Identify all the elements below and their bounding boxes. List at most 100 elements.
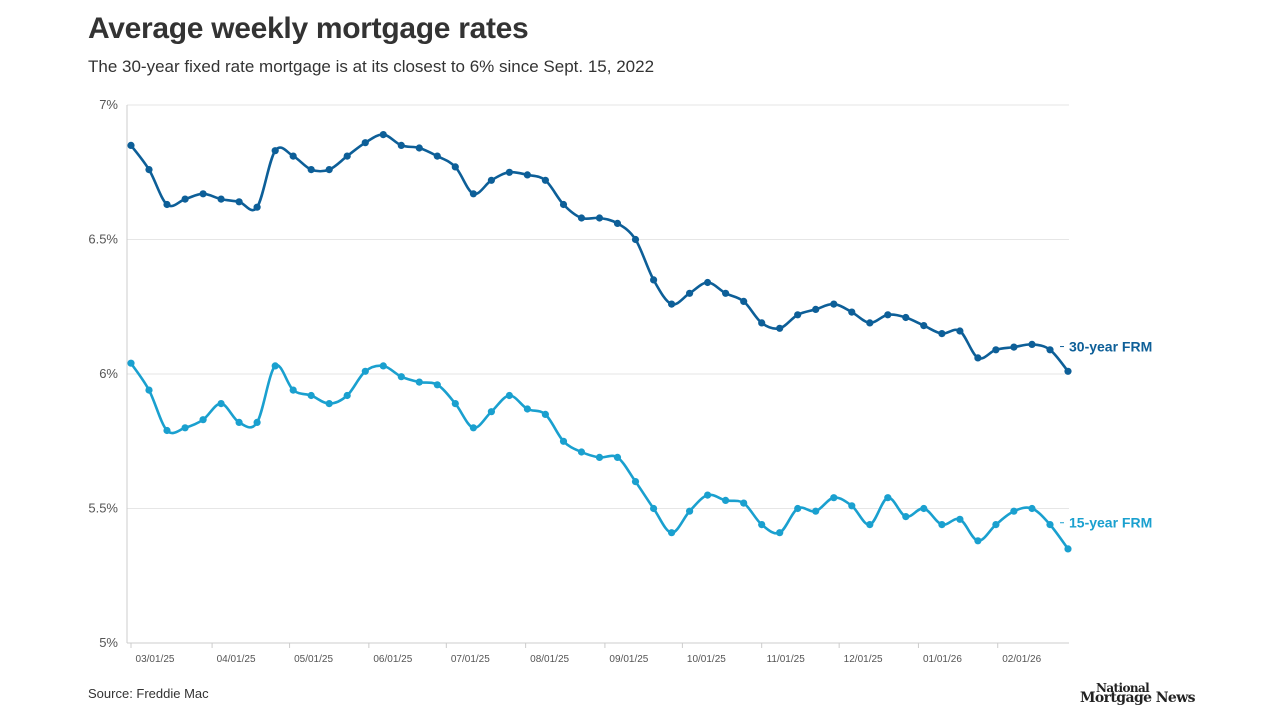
data-point xyxy=(469,190,477,198)
data-point xyxy=(307,166,315,174)
data-point xyxy=(307,391,315,400)
chart-title: Average weekly mortgage rates xyxy=(88,12,529,45)
data-point xyxy=(631,478,640,486)
data-point xyxy=(992,346,1000,354)
data-point xyxy=(163,200,171,209)
data-point xyxy=(487,408,495,416)
data-point xyxy=(595,453,604,461)
data-point xyxy=(938,521,946,529)
data-point xyxy=(127,141,135,149)
data-point xyxy=(830,494,838,502)
data-point xyxy=(686,289,694,297)
series-line xyxy=(129,133,1070,373)
data-point xyxy=(956,327,964,335)
data-point xyxy=(253,203,261,211)
data-point xyxy=(361,367,369,375)
data-point xyxy=(848,308,856,316)
data-point xyxy=(487,176,495,184)
logo-line-2: Mortgage News xyxy=(1080,690,1196,706)
data-point xyxy=(199,416,207,424)
x-axis: 03/01/25 04/01/25 05/01/25 06/01/25 07/01/25… xyxy=(130,643,1042,665)
data-point xyxy=(866,319,874,327)
data-point xyxy=(235,418,243,426)
data-point xyxy=(559,200,568,209)
y-axis: 5% 5.5% 6% 6.5% 7% xyxy=(88,97,128,650)
data-point xyxy=(920,504,928,513)
data-point xyxy=(1064,545,1072,553)
data-point xyxy=(217,400,225,408)
series-lines xyxy=(129,133,1070,550)
line-chart: 5%5.5%6%6.5%7% 03/01/25 04/01/25 05/01/25 0… xyxy=(88,97,1152,665)
x-tick-label: 01/01/26 xyxy=(923,654,962,665)
data-point xyxy=(758,521,766,529)
data-point xyxy=(794,311,802,319)
data-point xyxy=(686,507,694,515)
data-point xyxy=(848,502,856,510)
logo-line-1: National xyxy=(1096,681,1150,695)
data-point xyxy=(740,499,748,507)
data-point xyxy=(505,168,513,176)
data-point xyxy=(613,453,622,461)
series-points xyxy=(127,131,1072,553)
data-point xyxy=(812,305,820,313)
data-point xyxy=(271,362,279,370)
data-point xyxy=(289,152,297,160)
data-point xyxy=(668,300,676,308)
data-point xyxy=(577,448,586,456)
data-point xyxy=(866,521,874,529)
data-point xyxy=(577,214,586,222)
data-point xyxy=(127,359,135,367)
data-point xyxy=(938,330,946,338)
data-point xyxy=(830,300,838,308)
data-point xyxy=(145,386,153,394)
grid-lines xyxy=(127,104,1069,644)
data-point xyxy=(181,195,189,203)
data-point xyxy=(541,176,550,184)
data-point xyxy=(595,214,604,222)
data-point xyxy=(163,426,171,435)
data-point xyxy=(505,391,513,400)
data-point xyxy=(145,166,153,174)
y-tick-label: 6.5% xyxy=(88,232,118,247)
data-point xyxy=(1028,340,1036,348)
data-point xyxy=(1028,504,1036,513)
data-point xyxy=(722,289,730,297)
data-point xyxy=(253,418,261,426)
data-point xyxy=(361,139,369,147)
data-point xyxy=(433,152,441,160)
data-point xyxy=(1010,507,1018,515)
series-labels: 30-year FRM 15-year FRM xyxy=(1060,339,1152,531)
x-tick-label: 12/01/25 xyxy=(844,654,883,665)
x-tick-label: 09/01/25 xyxy=(609,654,648,665)
data-point xyxy=(794,504,802,513)
data-point xyxy=(650,504,658,513)
data-point xyxy=(740,297,748,305)
data-point xyxy=(379,131,387,139)
chart-subtitle: The 30-year fixed rate mortgage is at it… xyxy=(88,57,655,76)
data-point xyxy=(523,405,532,413)
x-tick-label: 03/01/25 xyxy=(136,654,175,665)
data-point xyxy=(343,391,351,400)
data-point xyxy=(812,507,820,515)
brand-logo: National Mortgage News xyxy=(1080,681,1200,706)
x-tick-label: 04/01/25 xyxy=(217,654,256,665)
data-point xyxy=(325,166,333,174)
series-label: 30-year FRM xyxy=(1069,339,1152,355)
x-tick-label: 10/01/25 xyxy=(687,654,726,665)
y-tick-label: 7% xyxy=(99,97,118,112)
source-note: Source: Freddie Mac xyxy=(88,686,209,701)
data-point xyxy=(920,322,928,330)
data-point xyxy=(199,190,207,198)
data-point xyxy=(397,141,405,149)
x-tick-label: 06/01/25 xyxy=(373,654,412,665)
data-point xyxy=(704,278,712,287)
data-point xyxy=(181,424,189,432)
x-tick-label: 08/01/25 xyxy=(530,654,569,665)
data-point xyxy=(289,386,297,394)
data-point xyxy=(668,529,676,537)
data-point xyxy=(1046,346,1054,354)
data-point xyxy=(776,529,784,537)
data-point xyxy=(379,362,387,370)
series-label: 15-year FRM xyxy=(1069,515,1152,531)
data-point xyxy=(451,400,459,408)
